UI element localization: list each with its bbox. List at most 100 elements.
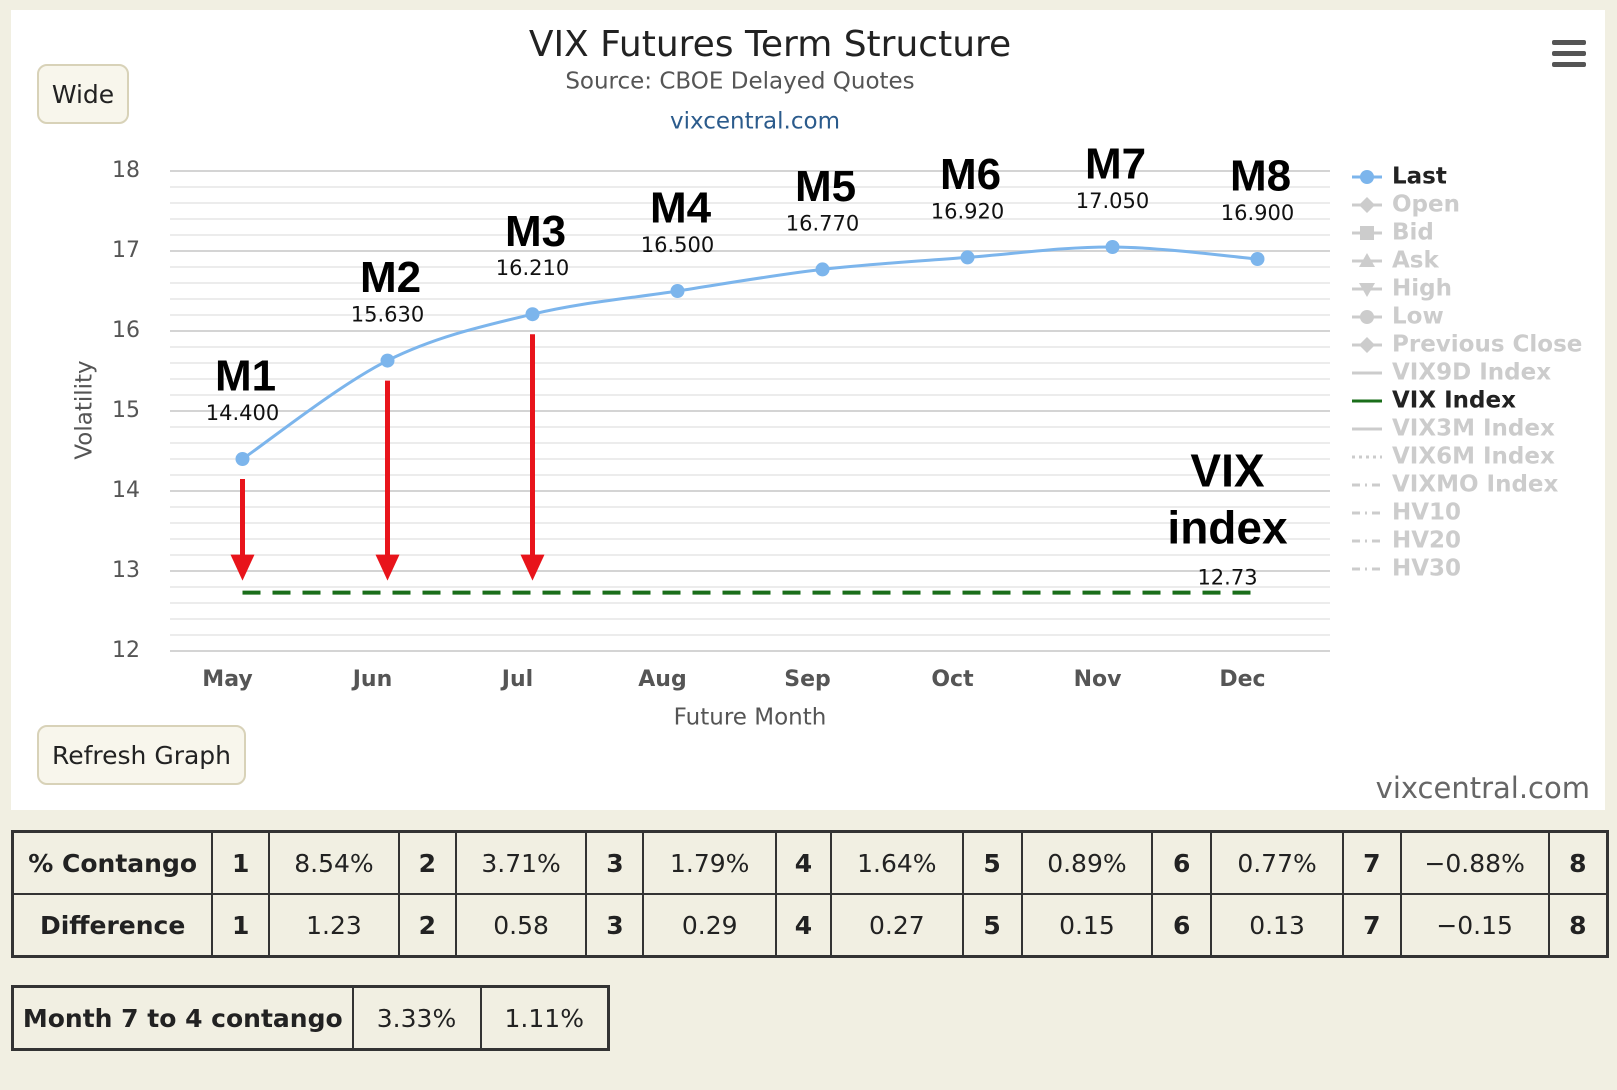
data-point xyxy=(815,262,830,277)
arrow-head xyxy=(520,554,545,581)
y-tick-label: 14 xyxy=(112,478,140,503)
x-tick-label: May xyxy=(202,667,252,692)
arrow xyxy=(375,380,400,581)
legend-item[interactable]: HV20 xyxy=(1352,528,1461,554)
table-cell: 8 xyxy=(1547,893,1609,958)
table-cell: 0.58 xyxy=(454,893,588,958)
month-label: M7 xyxy=(1085,140,1146,189)
legend-label: VIX6M Index xyxy=(1392,444,1555,470)
table-cell: Difference xyxy=(11,893,214,958)
table-cell: 2 xyxy=(397,830,457,895)
legend-item[interactable]: High xyxy=(1352,276,1452,302)
legend-label: HV10 xyxy=(1392,500,1461,526)
table-cell: % Contango xyxy=(11,830,214,895)
legend-symbol xyxy=(1360,170,1374,184)
data-point xyxy=(1105,240,1120,254)
vix-index-value-label: 12.73 xyxy=(1197,566,1257,590)
table-cell: 1.79% xyxy=(642,830,778,895)
legend-item[interactable]: Previous Close xyxy=(1352,332,1582,358)
arrow-head xyxy=(375,554,400,581)
data-point xyxy=(380,353,395,368)
legend-symbol xyxy=(1359,253,1375,267)
data-point xyxy=(525,307,540,322)
chart: VIX Futures Term Structure Source: CBOE … xyxy=(72,24,1591,805)
data-label: 16.770 xyxy=(786,211,859,235)
table-cell: 0.77% xyxy=(1210,830,1344,895)
table-cell: 4 xyxy=(775,830,832,895)
menu-icon[interactable] xyxy=(1552,40,1586,67)
refresh-button[interactable]: Refresh Graph xyxy=(37,725,246,785)
legend-item[interactable]: Low xyxy=(1352,304,1444,330)
legend-item[interactable]: Open xyxy=(1352,192,1460,218)
legend-item[interactable]: HV30 xyxy=(1352,556,1461,582)
vix-index-annotation: VIX index xyxy=(1167,445,1288,554)
table-cell: 1.64% xyxy=(829,830,964,895)
table-cell: 0.13 xyxy=(1210,893,1344,958)
table-cell: 3 xyxy=(585,893,645,958)
month-contango-table: Month 7 to 4 contango 3.33% 1.11% xyxy=(11,985,610,1051)
month-label: M3 xyxy=(505,207,566,256)
wide-button[interactable]: Wide xyxy=(37,64,129,124)
data-label: 17.050 xyxy=(1076,189,1149,213)
legend-item[interactable]: Ask xyxy=(1352,248,1439,274)
legend-item[interactable]: VIXMO Index xyxy=(1352,472,1559,498)
y-tick-label: 16 xyxy=(112,318,140,343)
legend-label: HV20 xyxy=(1392,528,1461,554)
table-cell: 6 xyxy=(1151,893,1213,958)
table-cell: 0.89% xyxy=(1020,830,1154,895)
legend-label: VIX Index xyxy=(1392,388,1516,414)
table-cell: 3 xyxy=(585,830,645,895)
table-cell: 7 xyxy=(1341,830,1402,895)
table-row: % Contango 1 8.54% 2 3.71% 3 1.79% 4 1.64% 5 0.89%… xyxy=(11,830,1609,895)
legend-item[interactable]: HV10 xyxy=(1352,500,1461,526)
x-tick-label: Oct xyxy=(931,667,974,692)
table-cell: 3.71% xyxy=(454,830,588,895)
table-cell: 3.33% xyxy=(351,985,482,1051)
chart-title: VIX Futures Term Structure xyxy=(529,24,1011,65)
legend-label: VIX9D Index xyxy=(1392,360,1551,386)
chart-credit: vixcentral.com xyxy=(670,109,840,135)
legend-item[interactable]: Last xyxy=(1352,164,1447,190)
legend-item[interactable]: VIX3M Index xyxy=(1352,416,1555,442)
legend-label: Bid xyxy=(1392,220,1434,246)
month-label: M4 xyxy=(650,184,712,233)
data-label: 16.210 xyxy=(496,256,569,280)
month-label: M8 xyxy=(1230,152,1291,201)
table-cell: −0.88% xyxy=(1399,830,1550,895)
data-label: 16.920 xyxy=(931,199,1004,223)
table-cell: 6 xyxy=(1151,830,1213,895)
data-label: 16.900 xyxy=(1221,201,1294,225)
table-cell: 7 xyxy=(1341,893,1402,958)
legend-symbol xyxy=(1359,283,1375,297)
legend-item[interactable]: Bid xyxy=(1352,220,1434,246)
legend-label: VIX3M Index xyxy=(1392,416,1555,442)
watermark: vixcentral.com xyxy=(1376,771,1590,805)
table-cell: −0.15 xyxy=(1399,893,1550,958)
x-tick-label: Dec xyxy=(1219,667,1265,692)
table-cell: 1.23 xyxy=(268,893,400,958)
legend-item[interactable]: VIX Index xyxy=(1352,388,1516,414)
legend-item[interactable]: VIX9D Index xyxy=(1352,360,1551,386)
legend-label: Open xyxy=(1392,192,1460,218)
y-axis-title: Volatility xyxy=(72,360,98,459)
y-tick-label: 18 xyxy=(112,158,140,183)
series-line xyxy=(241,245,1258,461)
x-tick-label: Aug xyxy=(638,667,686,692)
y-tick-label: 13 xyxy=(112,558,140,583)
legend-symbol xyxy=(1359,197,1375,213)
legend-label: Ask xyxy=(1392,248,1439,274)
table-cell: 0.15 xyxy=(1020,893,1154,958)
legend-label: Previous Close xyxy=(1392,332,1582,358)
month-label: M6 xyxy=(940,150,1001,199)
data-label: 16.500 xyxy=(641,233,714,257)
y-tick-label: 15 xyxy=(112,398,140,423)
legend-label: Last xyxy=(1392,164,1447,190)
table-cell: 8.54% xyxy=(268,830,400,895)
legend-symbol xyxy=(1360,226,1374,240)
legend-label: VIXMO Index xyxy=(1392,472,1559,498)
legend-label: Low xyxy=(1392,304,1444,330)
data-point xyxy=(670,284,685,298)
legend-item[interactable]: VIX6M Index xyxy=(1352,444,1555,470)
month-label: M1 xyxy=(215,352,276,401)
